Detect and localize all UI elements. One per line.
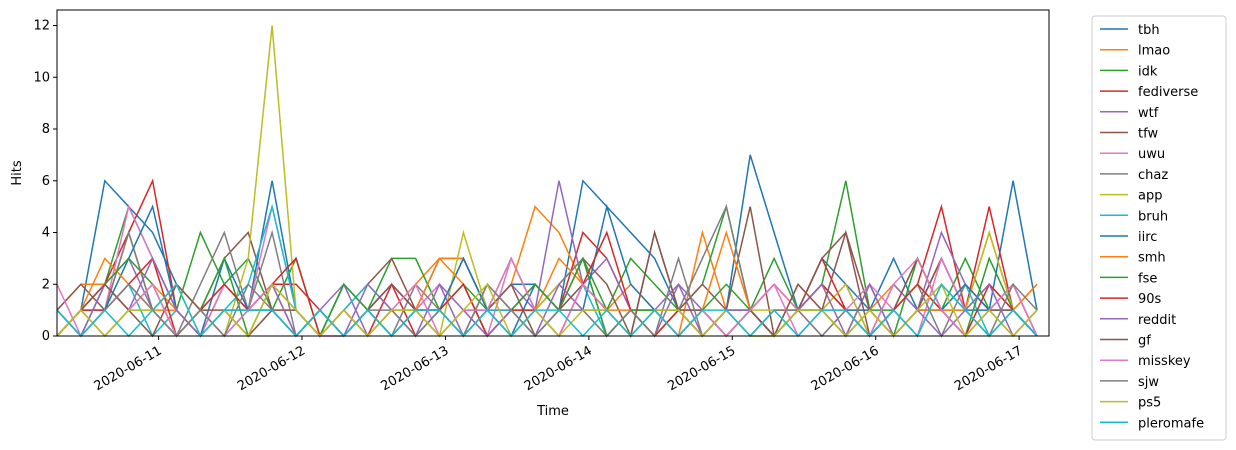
legend-label: pleromafe <box>1138 416 1204 431</box>
y-axis-label: Hits <box>10 160 25 185</box>
x-tick-label: 2020-06-12 <box>235 343 308 394</box>
series-line-idk <box>56 180 1038 339</box>
legend-entry-ps5: ps5 <box>1100 396 1161 411</box>
x-tick-label: 2020-06-17 <box>952 343 1025 394</box>
legend-frame <box>1091 15 1227 441</box>
legend-entry-idk: idk <box>1100 64 1158 79</box>
legend-label: bruh <box>1138 209 1168 224</box>
y-tick-label: 10 <box>33 70 50 85</box>
legend-entry-reddit: reddit <box>1100 313 1176 328</box>
x-tick-label: 2020-06-16 <box>809 343 882 394</box>
series-line-pleromafe <box>56 282 1038 338</box>
legend-entry-bruh: bruh <box>1100 209 1168 224</box>
legend-entry-misskey: misskey <box>1100 354 1191 369</box>
legend-entry-pleromafe: pleromafe <box>1100 416 1204 431</box>
x-axis: 2020-06-11 2020-06-12 2020-06-13 2020-06-14… <box>92 336 1025 394</box>
legend-label: lmao <box>1138 44 1170 59</box>
legend-entry-smh: smh <box>1100 251 1166 266</box>
legend-label: app <box>1138 189 1162 204</box>
legend-label: tbh <box>1138 23 1160 38</box>
y-tick-label: 12 <box>33 19 50 34</box>
legend-entry-tbh: tbh <box>1100 23 1160 38</box>
legend-entry-app: app <box>1100 189 1162 204</box>
series-line-tfw <box>56 206 1038 339</box>
y-tick-label: 2 <box>42 277 50 292</box>
series-line-uwu <box>56 204 1038 338</box>
legend-label: tfw <box>1138 127 1158 142</box>
x-tick-label: 2020-06-14 <box>522 343 595 394</box>
legend-entry-tfw: tfw <box>1100 127 1158 142</box>
legend-label: uwu <box>1138 147 1165 162</box>
legend-label: smh <box>1138 251 1166 266</box>
legend-entry-fediverse: fediverse <box>1100 85 1198 100</box>
x-tick-label: 2020-06-15 <box>665 343 738 394</box>
legend-label: idk <box>1138 64 1158 79</box>
series-line-wtf <box>56 180 1038 338</box>
legend-label: ps5 <box>1138 396 1161 411</box>
legend-label: reddit <box>1138 313 1176 328</box>
series-line-app <box>56 25 1038 338</box>
legend: tbh lmao idk fediverse wtf tfw uwu chaz app bruh i… <box>1091 15 1227 441</box>
legend-entry-sjw: sjw <box>1100 375 1159 390</box>
series-lines <box>56 25 1038 339</box>
y-tick-label: 6 <box>42 174 50 189</box>
legend-label: 90s <box>1138 292 1162 307</box>
legend-entry-wtf: wtf <box>1100 106 1159 121</box>
series-line-iirc <box>56 203 1038 338</box>
series-line-lmao <box>56 205 1038 338</box>
legend-entry-gf: gf <box>1100 334 1151 349</box>
legend-entry-chaz: chaz <box>1100 168 1168 183</box>
series-line-bruh <box>56 203 1038 338</box>
x-tick-label: 2020-06-11 <box>92 343 165 394</box>
legend-entry-90s: 90s <box>1100 292 1162 307</box>
y-axis: 0 2 4 6 8 10 12 <box>33 19 57 344</box>
legend-label: gf <box>1138 334 1151 349</box>
x-tick-label: 2020-06-13 <box>378 343 451 394</box>
legend-label: chaz <box>1138 168 1168 183</box>
x-axis-label: Time <box>536 404 569 419</box>
y-tick-label: 8 <box>42 122 50 137</box>
legend-entry-uwu: uwu <box>1100 147 1165 162</box>
legend-label: sjw <box>1138 375 1159 390</box>
legend-entry-lmao: lmao <box>1100 44 1170 59</box>
legend-label: iirc <box>1138 230 1157 245</box>
plot-frame <box>56 9 1050 337</box>
series-line-fediverse <box>56 178 1038 338</box>
y-tick-label: 0 <box>42 329 50 344</box>
legend-label: wtf <box>1138 106 1159 121</box>
y-tick-label: 4 <box>42 226 50 241</box>
legend-entry-fse: fse <box>1100 271 1157 286</box>
legend-label: misskey <box>1138 354 1191 369</box>
legend-label: fse <box>1138 271 1157 286</box>
series-line-chaz <box>56 204 1038 338</box>
legend-label: fediverse <box>1138 85 1198 100</box>
legend-entry-iirc: iirc <box>1100 230 1157 245</box>
